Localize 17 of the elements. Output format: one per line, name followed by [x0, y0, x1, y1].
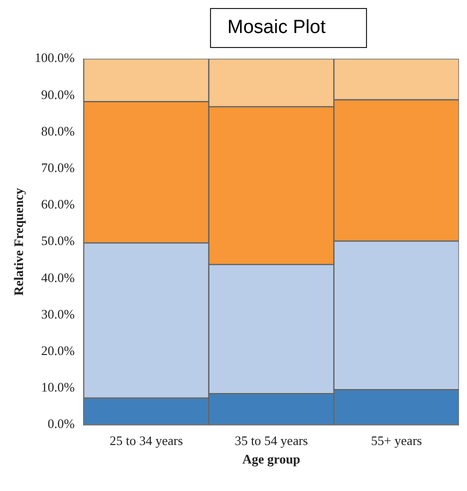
y-tick-label: 80.0%	[41, 123, 75, 138]
y-tick-label: 90.0%	[41, 86, 75, 102]
y-tick-label: 30.0%	[41, 306, 75, 322]
x-axis-title: Age group	[242, 452, 300, 467]
x-tick-label: 35 to 54 years	[234, 433, 308, 448]
x-tick-label: 55+ years	[370, 433, 422, 448]
y-tick-label: 100.0%	[34, 50, 75, 66]
y-axis-title: Relative Frequency	[11, 187, 26, 296]
x-tick-label: 25 to 34 years	[110, 433, 183, 448]
y-tick-label: 40.0%	[41, 270, 75, 285]
y-tick-label: 70.0%	[41, 160, 75, 176]
y-tick-label: 10.0%	[41, 380, 75, 395]
y-tick-label: 20.0%	[41, 343, 75, 358]
y-tick-label: 0.0%	[48, 416, 75, 432]
chart-title: Mosaic Plot	[210, 8, 367, 48]
y-tick-label: 50.0%	[41, 233, 75, 248]
y-tick-label: 60.0%	[41, 196, 75, 212]
